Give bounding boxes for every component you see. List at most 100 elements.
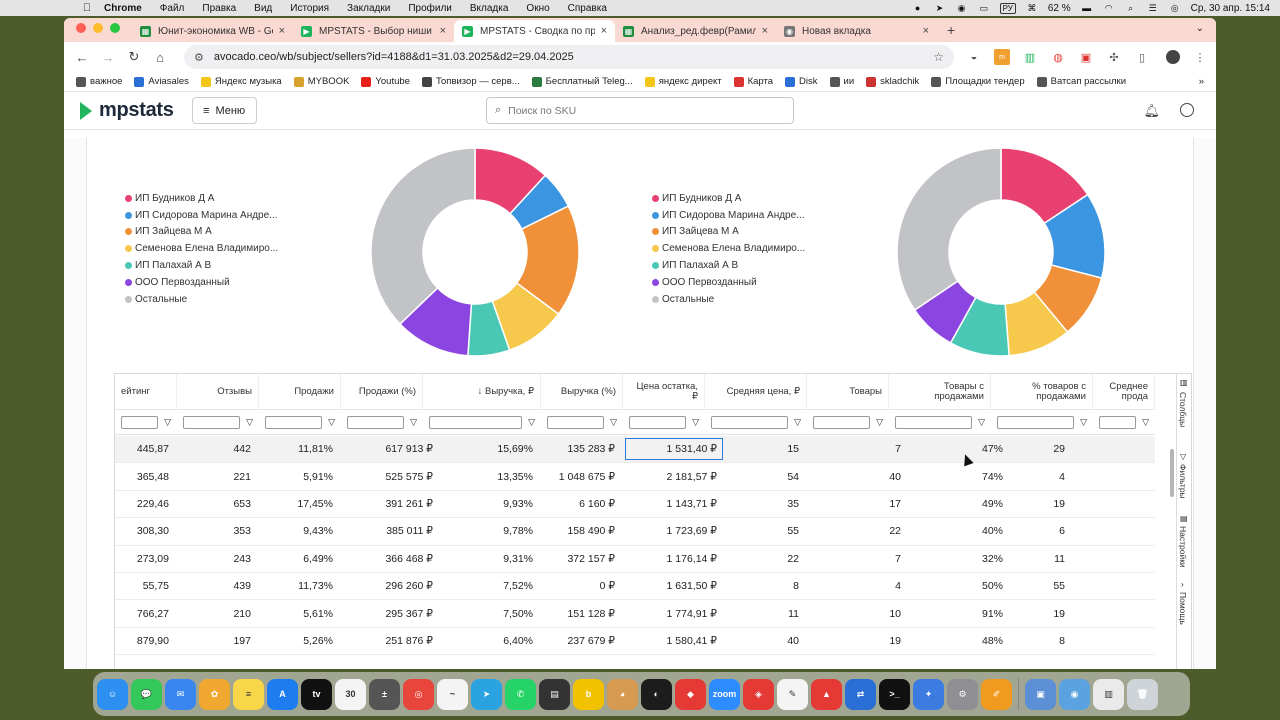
table-cell[interactable]: 353 [233,525,251,538]
table-cell[interactable]: 40 [889,470,901,483]
browser-tab[interactable]: ▦ Анализ_ред.февр(Рамиль) × [615,20,776,42]
table-cell[interactable]: 653 [233,497,251,510]
transfer-icon[interactable]: ⇄ [845,678,876,710]
bookmark-item[interactable]: Топвизор — серв... [421,76,520,87]
legend-item[interactable]: ИП Зайцева М А [125,224,278,241]
table-cell[interactable]: 9,43% [303,525,333,538]
filter-input[interactable] [813,416,871,429]
address-bar[interactable]: ⚙ avocado.ceo/wb/subject/sellers?id=4188… [184,45,954,69]
filter-input[interactable] [629,416,687,429]
table-cell[interactable]: 13,35% [497,470,533,483]
user-icon[interactable] [1180,103,1194,117]
bookmark-item[interactable]: важное [76,76,122,87]
filter-input[interactable] [265,416,323,429]
filter-icon[interactable]: ▽ [328,417,335,427]
vpn-icon[interactable]: ▲ [811,678,842,710]
table-cell[interactable]: 366 468 ₽ [385,552,433,565]
column-header[interactable]: % товаров с продажами [991,374,1093,409]
legend-item[interactable]: ИП Палахай А В [652,257,805,274]
system-settings-icon[interactable]: ⚙ [947,678,978,710]
bookmark-item[interactable]: ии [829,76,854,87]
legend-item[interactable]: ИП Сидорова Марина Андре... [125,207,278,224]
extension-chart-icon[interactable]: ▥ [1024,51,1036,64]
table-cell[interactable]: 879,90 [136,634,169,647]
address-text[interactable]: avocado.ceo/wb/subject/sellers?id=4188&d… [213,51,574,63]
calculator-icon[interactable]: ± [369,678,400,710]
apple-tv-icon[interactable]: tv [301,678,332,710]
table-cell[interactable]: 1 774,91 ₽ [666,607,717,620]
table-cell[interactable]: 5,26% [303,634,333,647]
donut-slice[interactable] [897,148,1002,312]
table-cell[interactable]: 49% [981,497,1003,510]
table-cell[interactable]: 372 157 ₽ [567,552,615,565]
table-cell[interactable]: 35 [787,497,799,510]
column-header[interactable]: Продажи (%) [341,374,423,409]
tab-close-icon[interactable]: × [439,25,446,37]
messages-icon[interactable]: 💬 [131,678,162,710]
github-status-icon[interactable]: ◉ [957,2,966,13]
filter-input[interactable] [183,416,241,429]
column-header[interactable]: Цена остатка, ₽ [623,374,705,409]
column-header[interactable]: Товары с продажами [889,374,991,409]
extensions-puzzle-icon[interactable]: ✣ [1109,51,1119,64]
table-cell[interactable]: 19 [1053,497,1065,510]
table-row[interactable]: 229,46 653 17,45% 391 261 ₽ 9,93% 6 160 ₽ 1 14… [115,491,1155,519]
table-cell[interactable]: 11,73% [298,580,333,593]
bookmarks-overflow-icon[interactable]: » [1198,76,1204,87]
tab-close-icon[interactable]: × [761,25,768,37]
filter-icon[interactable]: ▽ [1142,417,1149,427]
terminal-icon[interactable]: >_ [879,678,910,710]
menu-item[interactable]: Профили [408,2,452,14]
table-cell[interactable]: 54 [787,470,799,483]
menu-item[interactable]: Справка [567,2,607,14]
side-tab-filters[interactable]: Фильтры [1178,464,1188,499]
bookmark-item[interactable]: Aviasales [134,76,189,87]
monitor-icon[interactable]: ▭ [979,2,988,13]
table-cell[interactable]: 91% [981,607,1003,620]
legend-item[interactable]: ООО Первозданный [125,274,278,291]
menu-item[interactable]: Окно [526,2,550,14]
table-cell[interactable]: 19 [1053,607,1065,620]
downloads-icon[interactable]: ▥ [1093,678,1124,710]
table-cell[interactable]: 74% [981,470,1003,483]
menu-item[interactable]: Файл [159,2,185,14]
table-cell[interactable]: 50% [981,580,1003,593]
table-row[interactable]: 445,87 442 11,81% 617 913 ₽ 15,69% 135 283 ₽ 1… [115,436,1155,464]
calendar-icon[interactable]: 30 [335,678,366,710]
finder-icon[interactable]: ☺ [97,678,128,710]
table-row[interactable]: 766,27 210 5,61% 295 367 ₽ 7,50% 151 128 ₽ 1 7… [115,600,1155,628]
table-cell[interactable]: 1 143,71 ₽ [666,497,717,510]
table-cell[interactable]: 617 913 ₽ [385,443,433,456]
table-cell[interactable]: 7 [895,443,901,456]
siri-icon[interactable]: ◎ [1170,2,1179,13]
close-window-button[interactable] [76,22,86,33]
home-icon[interactable]: ⌂ [156,49,164,65]
table-cell[interactable]: 55,75 [142,580,169,593]
table-cell[interactable]: 237 679 ₽ [567,634,615,647]
table-cell[interactable]: 135 283 ₽ [567,443,615,456]
tab-close-icon[interactable]: × [600,25,607,37]
column-header[interactable]: ейтинг [115,374,177,409]
tab-close-icon[interactable]: × [922,25,929,37]
table-cell[interactable]: 151 128 ₽ [567,607,615,620]
table-cell[interactable]: 273,09 [136,552,169,565]
legend-item[interactable]: ИП Зайцева М А [652,224,805,241]
zoom-icon[interactable]: zoom [709,678,740,710]
filter-icon[interactable]: ▽ [164,417,171,427]
extension-box-icon[interactable]: ▣ [1080,51,1092,64]
mpstats-tool-icon[interactable]: ▤ [539,678,570,710]
legend-item[interactable]: Остальные [652,291,805,308]
minimize-window-button[interactable] [93,22,103,33]
apple-icon[interactable]:  [80,2,94,14]
sidepanel-icon[interactable]: ▯ [1138,51,1146,64]
browser-tab[interactable]: ◉ Новая вкладка × [776,20,937,42]
extension-red-icon[interactable]: ◍ [1053,51,1063,64]
table-cell[interactable]: 7 [895,552,901,565]
table-cell[interactable]: 8 [1059,634,1065,647]
table-cell[interactable]: 5,91% [303,470,333,483]
filter-input[interactable] [121,416,159,429]
table-cell[interactable]: 1 580,41 ₽ [666,634,717,647]
legend-item[interactable]: ИП Будников Д А [652,190,805,207]
legend-item[interactable]: ИП Будников Д А [125,190,278,207]
table-cell[interactable]: 0 ₽ [599,580,615,593]
